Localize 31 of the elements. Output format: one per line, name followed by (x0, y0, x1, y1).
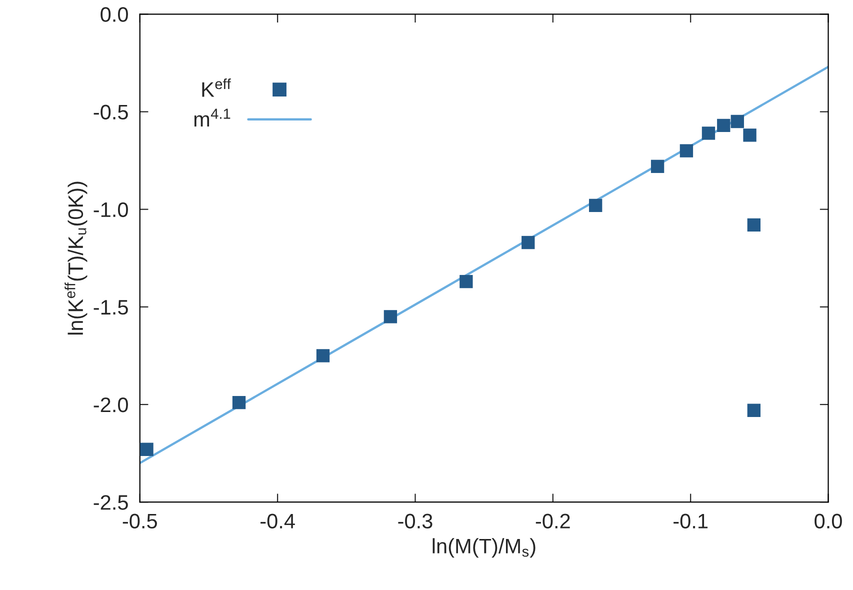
point (747, 404, 761, 417)
point (680, 144, 694, 158)
legend-label: K$^{eff}$ (202, 78, 231, 97)
point (717, 118, 730, 132)
point (730, 114, 744, 128)
y-tick-label: -1.0 (94, 202, 128, 218)
point (747, 218, 761, 232)
point (384, 310, 398, 324)
y-axis-title: ln(K$^{eff}$(T)/K$_{u}$(0K)) (64, 182, 88, 335)
point (589, 198, 602, 212)
point (650, 160, 664, 173)
point (702, 126, 716, 140)
point (232, 396, 246, 410)
y-tick-label: 0.0 (100, 7, 128, 22)
x-tick-label: -0.4 (260, 514, 295, 529)
x-tick-label: -0.2 (536, 514, 570, 529)
point (743, 128, 756, 142)
point (460, 274, 473, 288)
y-tick-label: -0.5 (94, 104, 128, 120)
y-tick-label: -2.0 (94, 398, 128, 412)
y-tick-label: -2.5 (94, 495, 128, 510)
y-tick-label: -1.5 (94, 300, 128, 315)
point (140, 442, 154, 456)
x-tick-label: -0.5 (122, 514, 157, 529)
x-tick-label: -0.3 (398, 514, 432, 529)
x-tick-label: 0.0 (814, 514, 842, 529)
point (316, 349, 330, 362)
x-tick-label: -0.1 (674, 514, 708, 529)
x-axis-title: ln(M(T)/M$_{s}$) (432, 538, 536, 558)
point (522, 236, 535, 250)
legend-label: m$^{4.1}$ (194, 108, 230, 126)
